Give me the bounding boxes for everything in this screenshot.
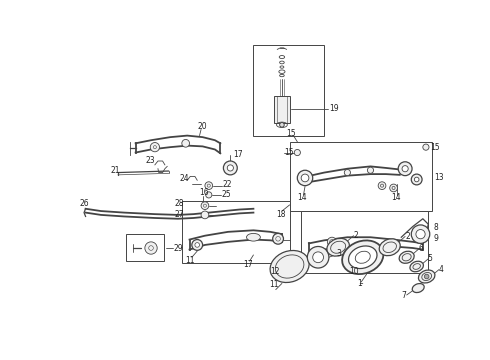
Text: 15: 15	[287, 129, 296, 138]
Text: 11: 11	[269, 280, 278, 289]
Bar	[301, 211, 428, 273]
Text: 16: 16	[199, 188, 208, 197]
Circle shape	[313, 252, 323, 263]
Bar	[274, 95, 290, 122]
Ellipse shape	[246, 233, 260, 241]
Text: 14: 14	[392, 193, 401, 202]
Text: 20: 20	[197, 122, 207, 131]
Bar	[290, 142, 432, 211]
Ellipse shape	[270, 251, 309, 283]
Text: 14: 14	[297, 193, 307, 202]
Text: 3: 3	[337, 249, 342, 258]
Circle shape	[423, 144, 429, 150]
Text: 15: 15	[284, 148, 294, 157]
Circle shape	[416, 230, 425, 239]
Circle shape	[145, 242, 157, 254]
Ellipse shape	[342, 240, 384, 274]
Circle shape	[205, 182, 213, 189]
Circle shape	[307, 247, 329, 268]
Text: 9: 9	[434, 234, 439, 243]
Ellipse shape	[412, 284, 424, 293]
Circle shape	[411, 225, 430, 243]
Text: 4: 4	[438, 265, 443, 274]
Text: 7: 7	[401, 291, 406, 300]
Bar	[125, 234, 164, 261]
Text: 24: 24	[179, 174, 189, 183]
Ellipse shape	[410, 261, 423, 272]
Circle shape	[411, 174, 422, 185]
Circle shape	[201, 211, 209, 219]
Text: 25: 25	[222, 190, 231, 199]
Text: 19: 19	[330, 104, 339, 113]
Circle shape	[195, 243, 199, 247]
Ellipse shape	[418, 270, 435, 283]
Circle shape	[301, 174, 309, 182]
Text: 17: 17	[244, 260, 253, 269]
Text: 18: 18	[276, 210, 285, 219]
Circle shape	[280, 122, 284, 127]
Ellipse shape	[379, 239, 400, 256]
Circle shape	[294, 149, 300, 156]
Text: 2: 2	[406, 232, 411, 241]
Text: 8: 8	[434, 224, 439, 233]
Circle shape	[206, 192, 212, 198]
Circle shape	[150, 143, 160, 152]
Circle shape	[398, 162, 412, 176]
Ellipse shape	[348, 246, 377, 269]
Text: 13: 13	[435, 174, 444, 183]
Bar	[182, 201, 290, 263]
Text: 5: 5	[427, 254, 432, 263]
Circle shape	[223, 161, 237, 175]
Circle shape	[182, 139, 190, 147]
Circle shape	[227, 165, 233, 171]
Text: 10: 10	[349, 267, 359, 276]
Text: 23: 23	[146, 156, 155, 165]
Text: 21: 21	[110, 166, 120, 175]
Ellipse shape	[399, 251, 414, 263]
Circle shape	[415, 177, 419, 182]
Circle shape	[327, 237, 337, 247]
Text: 27: 27	[174, 210, 184, 219]
Ellipse shape	[327, 238, 349, 256]
Text: 17: 17	[233, 150, 243, 159]
Circle shape	[273, 233, 283, 244]
Bar	[253, 45, 324, 136]
Text: 15: 15	[431, 143, 440, 152]
Circle shape	[192, 239, 203, 250]
Text: 2: 2	[354, 231, 358, 240]
Text: 26: 26	[79, 199, 89, 208]
Text: 22: 22	[222, 180, 232, 189]
Text: 6: 6	[418, 244, 423, 253]
Circle shape	[390, 184, 397, 192]
Text: 28: 28	[174, 199, 184, 208]
Text: 1: 1	[357, 279, 362, 288]
Circle shape	[378, 182, 386, 189]
Circle shape	[424, 274, 429, 279]
Circle shape	[368, 167, 373, 173]
Text: 29: 29	[173, 243, 183, 252]
Circle shape	[402, 166, 408, 172]
Text: 12: 12	[270, 267, 280, 276]
Text: 11: 11	[186, 256, 195, 265]
Circle shape	[344, 170, 350, 176]
Circle shape	[297, 170, 313, 186]
Circle shape	[201, 202, 209, 210]
